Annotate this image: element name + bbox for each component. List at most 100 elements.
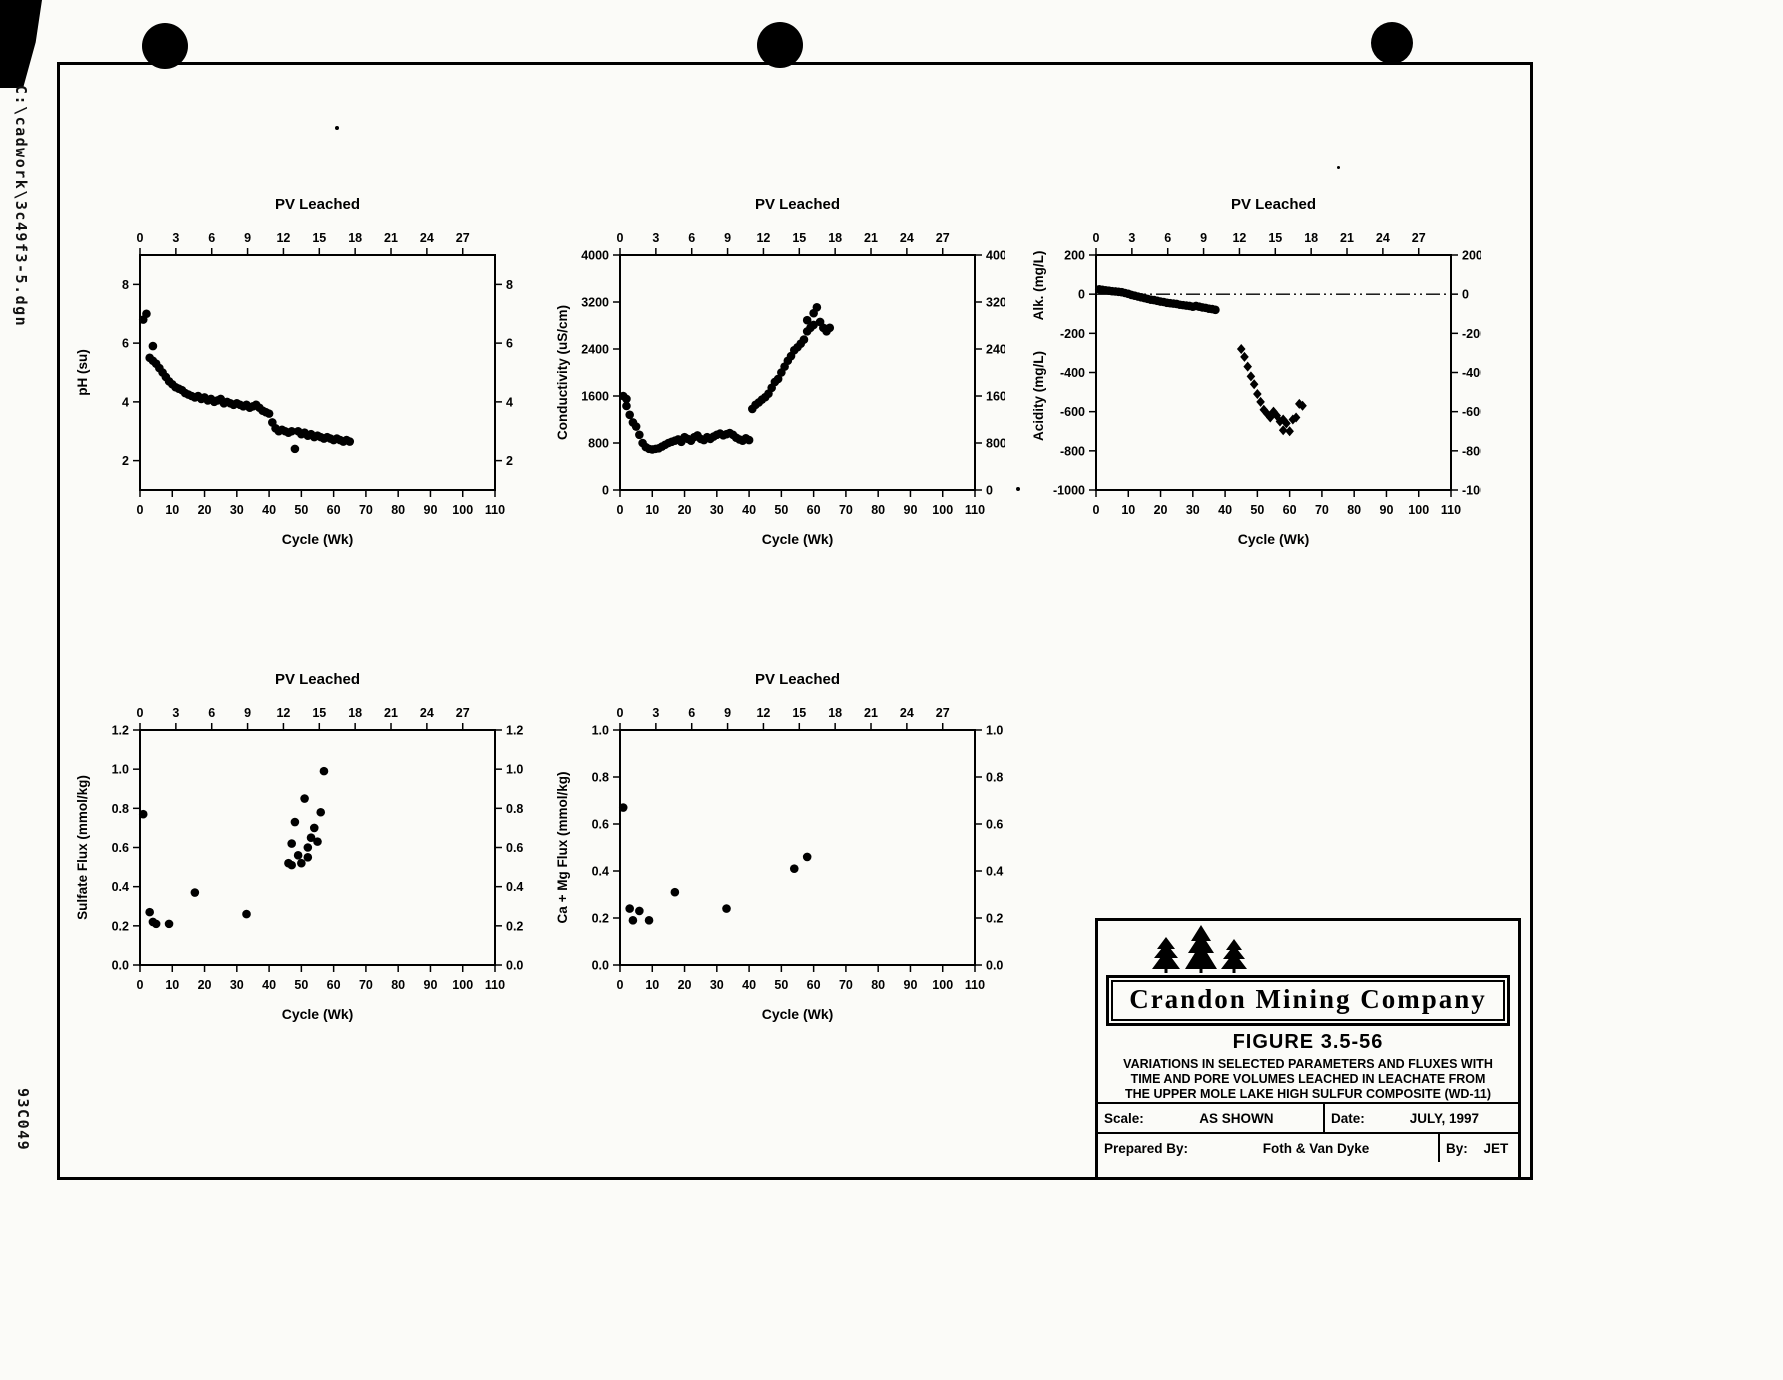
svg-text:70: 70	[359, 978, 373, 992]
svg-text:70: 70	[839, 978, 853, 992]
svg-text:100: 100	[452, 978, 473, 992]
svg-text:0.4: 0.4	[506, 880, 523, 894]
svg-text:40: 40	[742, 503, 756, 517]
svg-text:18: 18	[828, 231, 842, 245]
svg-text:0.6: 0.6	[112, 841, 129, 855]
svg-text:0: 0	[1093, 231, 1100, 245]
svg-text:80: 80	[871, 503, 885, 517]
scale-cell: Scale: AS SHOWN	[1098, 1104, 1323, 1132]
svg-text:0.2: 0.2	[112, 919, 129, 933]
svg-text:2400: 2400	[986, 343, 1005, 357]
svg-text:3: 3	[172, 231, 179, 245]
svg-text:2: 2	[122, 454, 129, 468]
scan-speck	[335, 126, 339, 130]
svg-text:1.0: 1.0	[592, 724, 609, 738]
svg-text:80: 80	[1347, 503, 1361, 517]
by-label: By:	[1446, 1140, 1468, 1156]
svg-text:0.6: 0.6	[592, 818, 609, 832]
svg-text:21: 21	[864, 706, 878, 720]
svg-text:-600: -600	[1060, 405, 1085, 419]
svg-text:4: 4	[506, 395, 513, 409]
svg-text:50: 50	[1250, 503, 1264, 517]
figure-description: VARIATIONS IN SELECTED PARAMETERS AND FL…	[1098, 1057, 1518, 1102]
svg-text:6: 6	[688, 706, 695, 720]
scale-date-row: Scale: AS SHOWN Date: JULY, 1997	[1098, 1102, 1518, 1132]
svg-text:100: 100	[1408, 503, 1429, 517]
svg-text:10: 10	[1121, 503, 1135, 517]
svg-text:0.8: 0.8	[506, 802, 523, 816]
svg-text:20: 20	[198, 978, 212, 992]
svg-text:4000: 4000	[986, 249, 1005, 263]
svg-text:800: 800	[588, 437, 609, 451]
svg-text:0.4: 0.4	[592, 865, 609, 879]
svg-text:PV Leached: PV Leached	[1231, 196, 1316, 213]
svg-text:0.6: 0.6	[986, 818, 1003, 832]
svg-text:6: 6	[1164, 231, 1171, 245]
svg-text:2: 2	[506, 454, 513, 468]
svg-text:PV Leached: PV Leached	[755, 671, 840, 688]
svg-text:15: 15	[1268, 231, 1282, 245]
svg-text:0.2: 0.2	[592, 912, 609, 926]
svg-text:Cycle (Wk): Cycle (Wk)	[762, 1006, 834, 1022]
scan-artifact-corner	[0, 0, 42, 88]
svg-text:15: 15	[312, 231, 326, 245]
svg-text:18: 18	[828, 706, 842, 720]
svg-text:0.4: 0.4	[112, 880, 129, 894]
company-name: Crandon Mining Company	[1129, 984, 1487, 1014]
svg-text:21: 21	[384, 231, 398, 245]
svg-text:6: 6	[208, 231, 215, 245]
svg-text:15: 15	[792, 706, 806, 720]
prepared-by-row: Prepared By: Foth & Van Dyke By: JET	[1098, 1132, 1518, 1162]
document-number-label: 93C049	[14, 1088, 32, 1152]
svg-text:-200: -200	[1060, 327, 1085, 341]
svg-text:Ca + Mg Flux (mmol/kg): Ca + Mg Flux (mmol/kg)	[555, 772, 570, 924]
svg-text:1.2: 1.2	[112, 724, 129, 738]
scale-label: Scale:	[1104, 1110, 1144, 1126]
svg-text:9: 9	[724, 231, 731, 245]
svg-text:24: 24	[420, 706, 434, 720]
svg-text:800: 800	[986, 437, 1005, 451]
svg-text:0: 0	[1093, 503, 1100, 517]
figure-number: FIGURE 3.5-56	[1232, 1031, 1384, 1053]
svg-text:0.4: 0.4	[986, 865, 1003, 879]
svg-text:60: 60	[327, 503, 341, 517]
svg-text:8: 8	[506, 278, 513, 292]
svg-text:6: 6	[122, 337, 129, 351]
svg-text:1.2: 1.2	[506, 724, 523, 738]
svg-text:110: 110	[1441, 503, 1461, 517]
svg-text:0.6: 0.6	[506, 841, 523, 855]
svg-text:0.0: 0.0	[506, 959, 523, 973]
svg-text:90: 90	[904, 503, 918, 517]
svg-text:60: 60	[327, 978, 341, 992]
svg-text:0: 0	[137, 503, 144, 517]
svg-text:-800: -800	[1462, 444, 1481, 458]
scan-speck	[1016, 487, 1020, 491]
svg-text:-200: -200	[1462, 327, 1481, 341]
svg-text:4: 4	[122, 395, 129, 409]
svg-text:12: 12	[276, 231, 290, 245]
svg-text:70: 70	[359, 503, 373, 517]
svg-text:1600: 1600	[581, 390, 609, 404]
svg-text:40: 40	[742, 978, 756, 992]
svg-text:Alk. (mg/L): Alk. (mg/L)	[1031, 251, 1046, 321]
cad-file-path-label: C:\cadwork\3c49f3-5.dgn	[12, 85, 30, 328]
svg-text:90: 90	[424, 978, 438, 992]
by-value: JET	[1483, 1140, 1509, 1156]
svg-text:80: 80	[871, 978, 885, 992]
svg-text:30: 30	[1186, 503, 1200, 517]
figure-description-line: THE UPPER MOLE LAKE HIGH SULFUR COMPOSIT…	[1125, 1087, 1491, 1101]
svg-text:20: 20	[198, 503, 212, 517]
svg-text:0: 0	[617, 978, 624, 992]
conductivity-chart: PV Leached 0 3 6 9 12 15 18 21 24 27 0 10 20 30 40 50 60 7…	[545, 185, 1014, 565]
svg-text:6: 6	[208, 706, 215, 720]
punch-hole-left	[142, 23, 188, 69]
svg-text:1.0: 1.0	[986, 724, 1003, 738]
svg-text:12: 12	[276, 706, 290, 720]
svg-text:50: 50	[294, 978, 308, 992]
svg-text:10: 10	[645, 503, 659, 517]
svg-text:3200: 3200	[581, 296, 609, 310]
svg-text:Cycle (Wk): Cycle (Wk)	[282, 1006, 354, 1022]
svg-text:15: 15	[312, 706, 326, 720]
svg-text:27: 27	[936, 706, 950, 720]
